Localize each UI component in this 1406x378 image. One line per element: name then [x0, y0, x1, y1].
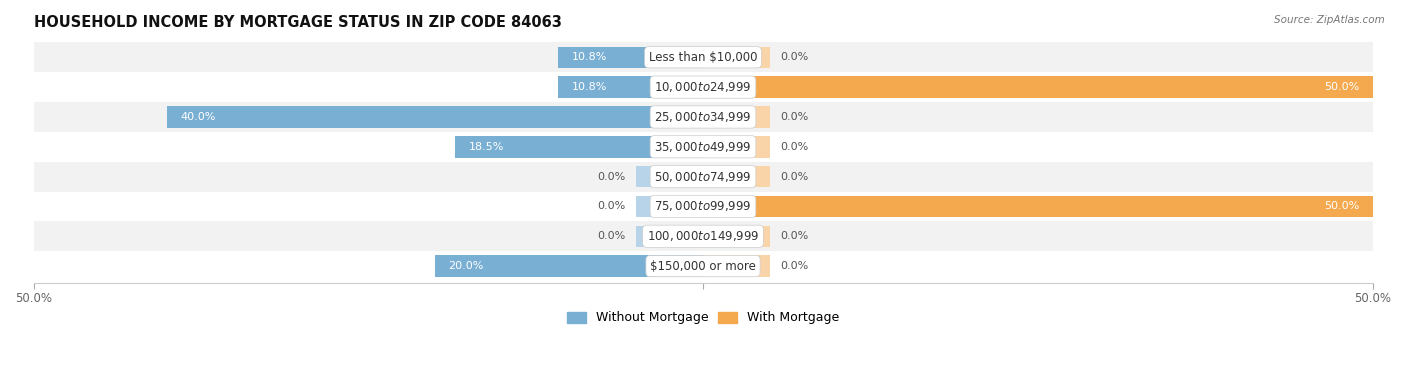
- Bar: [636, 226, 703, 247]
- Text: 50.0%: 50.0%: [1324, 82, 1360, 92]
- Text: $50,000 to $74,999: $50,000 to $74,999: [654, 170, 752, 184]
- Bar: [34, 192, 1372, 222]
- Text: 10.8%: 10.8%: [572, 82, 607, 92]
- Text: 0.0%: 0.0%: [598, 231, 626, 241]
- Bar: [703, 166, 770, 187]
- Bar: [34, 251, 1372, 281]
- Bar: [167, 106, 703, 128]
- Text: 0.0%: 0.0%: [780, 142, 808, 152]
- Text: 40.0%: 40.0%: [181, 112, 217, 122]
- Text: $10,000 to $24,999: $10,000 to $24,999: [654, 80, 752, 94]
- Text: $75,000 to $99,999: $75,000 to $99,999: [654, 200, 752, 214]
- Bar: [703, 256, 770, 277]
- Text: 0.0%: 0.0%: [780, 231, 808, 241]
- Bar: [703, 196, 1372, 217]
- Text: 18.5%: 18.5%: [468, 142, 503, 152]
- Text: 10.8%: 10.8%: [572, 52, 607, 62]
- Bar: [34, 132, 1372, 162]
- Bar: [34, 102, 1372, 132]
- Bar: [34, 222, 1372, 251]
- Text: $35,000 to $49,999: $35,000 to $49,999: [654, 140, 752, 154]
- Text: 0.0%: 0.0%: [780, 112, 808, 122]
- Text: $25,000 to $34,999: $25,000 to $34,999: [654, 110, 752, 124]
- Bar: [703, 136, 770, 158]
- Bar: [703, 76, 1372, 98]
- Bar: [34, 72, 1372, 102]
- Bar: [703, 226, 770, 247]
- Text: 50.0%: 50.0%: [1324, 201, 1360, 211]
- Text: $100,000 to $149,999: $100,000 to $149,999: [647, 229, 759, 243]
- Text: Source: ZipAtlas.com: Source: ZipAtlas.com: [1274, 15, 1385, 25]
- Bar: [636, 166, 703, 187]
- Legend: Without Mortgage, With Mortgage: Without Mortgage, With Mortgage: [562, 307, 844, 330]
- Bar: [34, 42, 1372, 72]
- Bar: [703, 106, 770, 128]
- Bar: [456, 136, 703, 158]
- Bar: [34, 162, 1372, 192]
- Text: 20.0%: 20.0%: [449, 261, 484, 271]
- Bar: [636, 196, 703, 217]
- Bar: [703, 46, 770, 68]
- Text: 0.0%: 0.0%: [780, 52, 808, 62]
- Text: $150,000 or more: $150,000 or more: [650, 260, 756, 273]
- Text: Less than $10,000: Less than $10,000: [648, 51, 758, 64]
- Text: HOUSEHOLD INCOME BY MORTGAGE STATUS IN ZIP CODE 84063: HOUSEHOLD INCOME BY MORTGAGE STATUS IN Z…: [34, 15, 561, 30]
- Text: 0.0%: 0.0%: [780, 172, 808, 182]
- Text: 0.0%: 0.0%: [780, 261, 808, 271]
- Text: 0.0%: 0.0%: [598, 172, 626, 182]
- Bar: [558, 76, 703, 98]
- Bar: [436, 256, 703, 277]
- Bar: [558, 46, 703, 68]
- Text: 0.0%: 0.0%: [598, 201, 626, 211]
